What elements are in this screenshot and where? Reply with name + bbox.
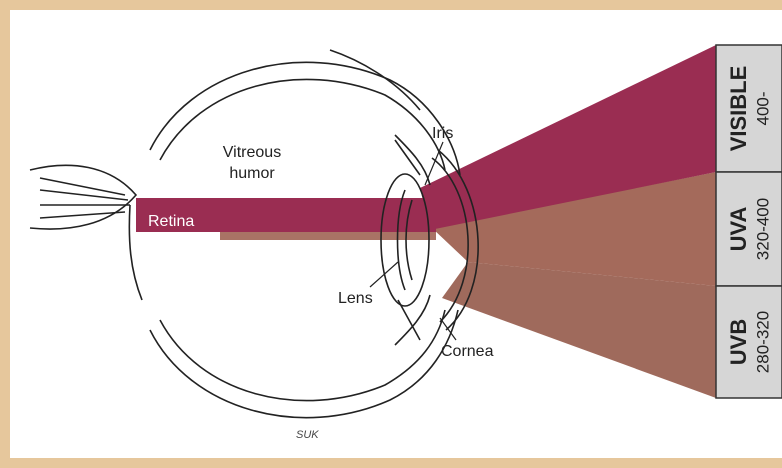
cornea-label: Cornea <box>441 343 494 360</box>
band-title: VISIBLE <box>726 66 751 152</box>
signature: SUK <box>296 429 319 441</box>
band-title: UVB <box>726 319 751 365</box>
uv-retina-strip <box>220 232 436 240</box>
band-range: 400- <box>753 91 772 125</box>
lens-label: Lens <box>338 290 373 307</box>
band-range: 320-400 <box>753 198 772 260</box>
iris-label: Iris <box>432 125 453 142</box>
band-title: UVA <box>726 206 751 251</box>
band-range: 280-320 <box>753 311 772 373</box>
eye-diagram: Vitreous humor Iris Retina Lens Cornea S… <box>0 0 782 468</box>
vitreous-label: Vitreous <box>223 144 281 161</box>
retina-label: Retina <box>148 213 194 230</box>
humor-label: humor <box>229 165 275 182</box>
